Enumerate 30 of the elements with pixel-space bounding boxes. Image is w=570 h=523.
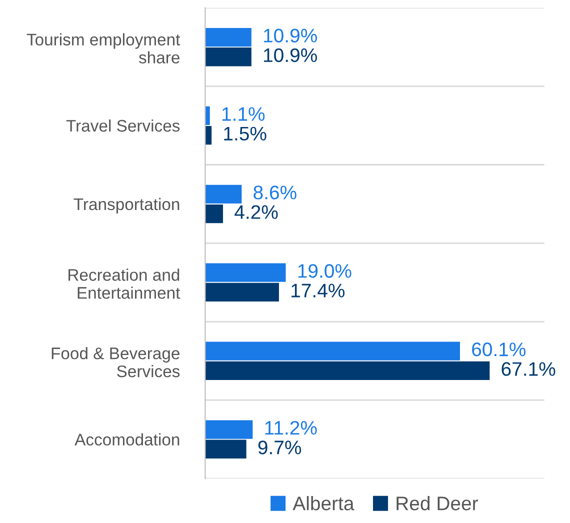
legend-label: Alberta	[292, 496, 354, 510]
bar	[205, 48, 252, 66]
y-tick-label: Food & Beverage Services	[52, 347, 180, 378]
data-label: 11.2%	[265, 420, 317, 435]
bar	[205, 440, 246, 458]
bar	[205, 204, 224, 224]
data-label: 1.5%	[224, 126, 266, 141]
legend-label: Red Deer	[396, 496, 478, 510]
bar	[205, 361, 490, 380]
bar	[205, 28, 252, 47]
y-tick-label: Transportation	[74, 198, 180, 214]
bar	[205, 342, 460, 360]
data-label: 67.1%	[502, 362, 556, 376]
data-label: 4.2%	[234, 205, 278, 219]
data-label: 9.7%	[258, 440, 302, 454]
data-label: 1.1%	[222, 107, 265, 121]
data-label: 10.9%	[264, 48, 317, 62]
bar	[205, 282, 279, 302]
data-label: 60.1%	[472, 342, 526, 356]
bar	[205, 184, 242, 204]
bar	[205, 263, 286, 282]
bar	[205, 420, 253, 439]
data-label: 17.4%	[292, 284, 345, 298]
y-tick-label: Accomodation	[74, 433, 180, 446]
data-label: 8.6%	[254, 186, 296, 200]
data-label: 10.9%	[264, 28, 317, 42]
y-tick-label: Tourism employment share	[26, 33, 180, 64]
y-tick-label: Travel Services	[66, 119, 180, 132]
y-tick-label: Recreation and Entertainment	[68, 268, 180, 299]
data-label: 19.0%	[298, 264, 352, 278]
